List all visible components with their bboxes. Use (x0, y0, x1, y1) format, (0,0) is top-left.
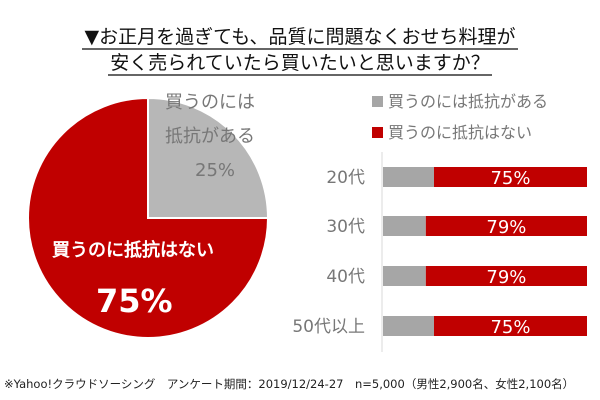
pie-label-gray-line2: 抵抗がある (165, 126, 255, 147)
bar-value-label: 75% (490, 168, 530, 189)
pie-label-red: 買うのに抵抗はない (52, 240, 214, 261)
bar-red-3 (434, 316, 587, 336)
pie-slice-0 (147, 96, 270, 219)
pie-label-gray-line1: 買うのには (165, 92, 255, 113)
chart-title-line1: ▼お正月を過ぎても、品質に問題なくおせち料理が (0, 22, 600, 50)
legend-label: 買うのには抵抗がある (388, 92, 549, 111)
bar-gray-2 (383, 266, 426, 286)
title-text-1: ▼お正月を過ぎても、品質に問題なくおせち料理が (82, 26, 518, 50)
pie-value-gray: 25% (195, 160, 236, 181)
legend-item-gray: 買うのには抵抗がある (372, 88, 548, 112)
pie-slice-1 (27, 96, 270, 339)
bar-value-label: 79% (486, 267, 526, 288)
bar-value-label: 79% (486, 217, 526, 238)
category-label: 50代以上 (292, 317, 365, 337)
legend-label: 買うのに抵抗はない (388, 123, 533, 142)
legend-item-red: 買うのに抵抗はない (372, 119, 532, 143)
bar-gray-1 (383, 216, 426, 236)
legend-swatch-red (372, 127, 383, 138)
pie-value-red: 75% (96, 282, 173, 320)
category-label: 20代 (326, 168, 365, 188)
footnote: ※Yahoo!クラウドソーシング アンケート期間：2019/12/24-27 n… (4, 377, 575, 391)
category-label: 40代 (326, 267, 365, 287)
bar-red-1 (425, 216, 587, 236)
bar-gray-3 (383, 316, 434, 336)
chart-title-line2: 安く売られていたら買いたいと思いますか？ (0, 48, 600, 76)
bar-red-0 (434, 167, 587, 187)
legend-swatch-gray (372, 96, 383, 107)
bar-gray-0 (383, 167, 434, 187)
category-label: 30代 (326, 217, 365, 237)
title-text-2: 安く売られていたら買いたいと思いますか？ (108, 52, 492, 76)
bar-red-2 (425, 266, 587, 286)
bar-value-label: 75% (490, 317, 530, 338)
